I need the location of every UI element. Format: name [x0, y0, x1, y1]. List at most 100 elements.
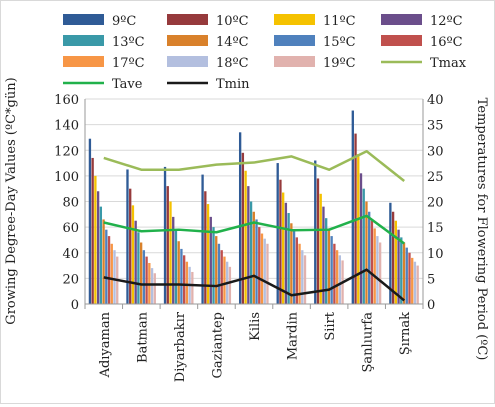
- bar: [249, 201, 253, 304]
- legend-swatch: [274, 35, 315, 46]
- series-line: [103, 268, 406, 302]
- bar: [391, 211, 395, 304]
- bar: [279, 179, 282, 304]
- bar: [137, 232, 140, 304]
- bar: [99, 206, 103, 304]
- bar: [394, 220, 397, 304]
- bar: [247, 186, 250, 304]
- bar: [397, 229, 400, 304]
- bar: [105, 229, 108, 304]
- bar: [338, 255, 342, 304]
- bar: [325, 218, 328, 304]
- y2-tick-label: 5: [427, 272, 435, 287]
- bar: [335, 250, 339, 304]
- bar: [113, 250, 116, 304]
- bar: [362, 188, 365, 304]
- y-axis-label: Growing Degree-Day Values (ºC*gün): [4, 77, 19, 324]
- bar: [166, 186, 169, 304]
- bar: [228, 266, 232, 304]
- y-tick-label: 80: [62, 196, 79, 211]
- bar: [169, 201, 172, 304]
- x-tick-label: Mardin: [286, 311, 301, 360]
- bar: [182, 255, 186, 304]
- y2-tick-label: 30: [427, 144, 444, 159]
- legend-label: 16ºC: [430, 35, 463, 50]
- bar: [172, 216, 175, 304]
- x-tick-label: Adıyaman: [98, 311, 113, 378]
- y2-tick-label: 10: [427, 247, 444, 262]
- bar: [212, 227, 215, 304]
- y-tick-label: 20: [62, 272, 79, 287]
- y-tick-label: 60: [62, 221, 79, 236]
- legend-label: 19ºC: [323, 56, 356, 71]
- bar: [322, 206, 325, 304]
- bar: [373, 228, 376, 304]
- legend-swatch: [381, 35, 422, 46]
- legend-label: Tmax: [430, 56, 467, 71]
- bar: [252, 211, 255, 304]
- y2-tick-label: 15: [427, 221, 444, 236]
- legend: 9ºC 10ºC 11ºC 12ºC 13ºC 14ºC 15ºC 16ºC 17ºC 18ºC 1…: [63, 14, 467, 92]
- bar: [204, 191, 207, 304]
- x-tick-label: Batman: [135, 311, 150, 363]
- bar: [281, 192, 285, 304]
- bar: [284, 202, 288, 304]
- bar: [209, 216, 212, 304]
- legend-swatch: [63, 14, 104, 25]
- legend-label: Tave: [112, 77, 143, 92]
- y2-tick-label: 0: [427, 298, 435, 313]
- bar: [150, 268, 154, 304]
- legend-label: 11ºC: [323, 14, 356, 29]
- bar: [351, 110, 354, 304]
- bar: [327, 228, 331, 304]
- legend-label: 13ºC: [112, 35, 145, 50]
- bar: [405, 247, 408, 304]
- bar: [91, 157, 94, 304]
- bar: [359, 173, 363, 304]
- legend-swatch: [63, 35, 104, 46]
- bar: [142, 250, 146, 304]
- bar: [303, 255, 307, 304]
- x-tick-label: Şanlıurfa: [361, 312, 376, 373]
- y2-tick-label: 25: [427, 170, 444, 185]
- bar: [295, 237, 298, 304]
- x-tick-label: Kilis: [248, 312, 263, 341]
- bar: [314, 160, 317, 304]
- bar: [131, 205, 135, 304]
- series-line: [103, 150, 405, 182]
- y2-axis-label: Temperatures for Flowering Period (ºC): [474, 98, 489, 361]
- bar: [94, 175, 97, 304]
- bar: [96, 191, 100, 304]
- bar: [316, 178, 320, 304]
- bar: [365, 201, 368, 304]
- bar: [180, 248, 183, 304]
- bar: [217, 243, 221, 304]
- bar: [402, 242, 406, 304]
- bar: [287, 213, 290, 304]
- bar: [244, 170, 247, 304]
- bar: [263, 238, 266, 304]
- legend-swatch: [167, 14, 208, 25]
- legend-swatch: [63, 56, 104, 67]
- y2-tick-label: 35: [427, 119, 444, 134]
- bar: [206, 204, 210, 304]
- x-tick-label: Gaziantep: [210, 312, 225, 379]
- bar: [416, 265, 419, 304]
- bar: [400, 237, 403, 304]
- bar: [174, 230, 178, 304]
- legend-label: 17ºC: [112, 56, 145, 71]
- bar: [368, 211, 371, 304]
- bar: [107, 236, 111, 304]
- bar: [292, 230, 296, 304]
- bar: [333, 243, 336, 304]
- series-line: [103, 214, 405, 245]
- y-tick-label: 140: [54, 119, 79, 134]
- bar: [258, 227, 261, 304]
- legend-swatch: [274, 56, 315, 67]
- bar: [260, 233, 264, 304]
- bar: [102, 219, 105, 304]
- y-tick-label: 100: [54, 170, 79, 185]
- line-layer: [103, 150, 406, 302]
- bar: [88, 138, 92, 304]
